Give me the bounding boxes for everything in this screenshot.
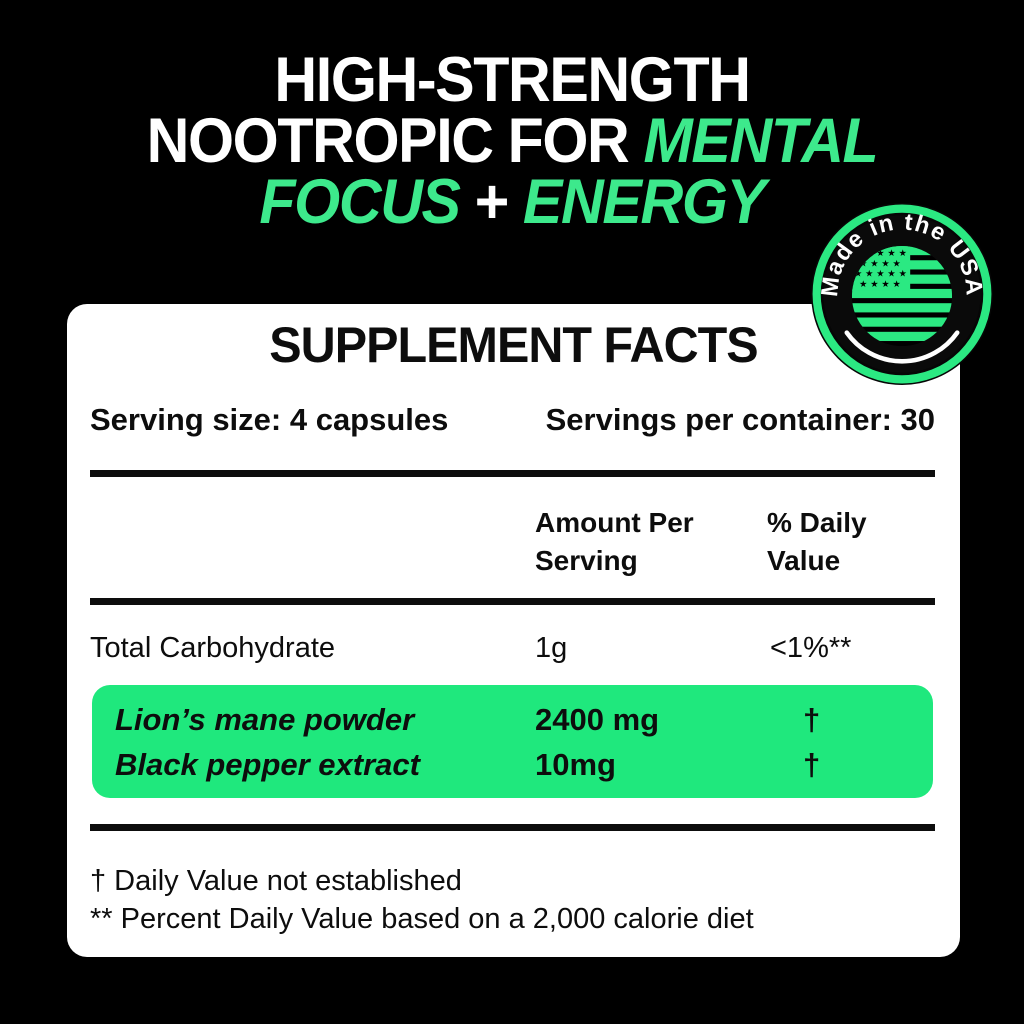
ingredient-daily-value: † xyxy=(803,747,821,782)
panel-title: SUPPLEMENT FACTS xyxy=(269,317,758,373)
badge-green-ring xyxy=(812,204,992,384)
divider-top xyxy=(90,470,935,477)
made-in-usa-badge-svg: ★ ★ ★ ★ ★ ★ ★ ★ ★ ★ ★ ★ ★ ★ ★ ★ ★ ★ Made… xyxy=(811,203,993,385)
highlight-box xyxy=(92,685,933,798)
headline-nootropic-for: NOOTROPIC FOR xyxy=(146,106,630,176)
ingredient-amount: 10mg xyxy=(535,747,616,782)
headline-high-strength: HIGH-STRENGTH xyxy=(274,45,751,115)
supplement-facts-panel: SUPPLEMENT FACTS Serving size: 4 capsule… xyxy=(67,304,960,957)
svg-text:★ ★ ★ ★ ★: ★ ★ ★ ★ ★ xyxy=(854,269,907,280)
headline-focus: FOCUS xyxy=(259,167,461,237)
made-in-usa-badge: ★ ★ ★ ★ ★ ★ ★ ★ ★ ★ ★ ★ ★ ★ ★ ★ ★ ★ Made… xyxy=(810,202,994,386)
ingredient-name: Black pepper extract xyxy=(115,747,420,782)
footnote-dagger: † Daily Value not established xyxy=(90,865,462,897)
table-row-total-carbohydrate: Total Carbohydrate 1g <1%** xyxy=(67,632,960,674)
column-header-amount-line1: Amount Per xyxy=(535,507,694,538)
headline-line-1: HIGH-STRENGTH xyxy=(31,49,994,112)
column-header-dv-line2: Value xyxy=(767,545,841,576)
footnotes: † Daily Value not established ** Percent… xyxy=(90,862,754,938)
headline: HIGH-STRENGTH NOOTROPIC FOR MENTAL FOCUS… xyxy=(31,49,994,234)
svg-text:★ ★ ★ ★ ★: ★ ★ ★ ★ ★ xyxy=(854,248,907,259)
servings-per-container: Servings per container: 30 xyxy=(545,402,935,437)
divider-header xyxy=(90,598,935,605)
headline-plus-sign: + xyxy=(474,167,510,237)
ingredient-amount: 1g xyxy=(535,632,568,664)
table-row-lions-mane: Lion’s mane powder 2400 mg † xyxy=(67,702,960,744)
badge-bottom-arc xyxy=(844,330,960,364)
headline-line-2: NOOTROPIC FOR MENTAL xyxy=(31,110,994,173)
headline-mental: MENTAL xyxy=(643,106,878,176)
table-row-black-pepper: Black pepper extract 10mg † xyxy=(67,747,960,789)
headline-energy: ENERGY xyxy=(522,167,766,237)
column-header-amount-line2: Serving xyxy=(535,545,638,576)
ingredient-name: Lion’s mane powder xyxy=(115,702,415,737)
svg-text:★ ★ ★ ★: ★ ★ ★ ★ xyxy=(859,258,901,269)
usa-flag-icon: ★ ★ ★ ★ ★ ★ ★ ★ ★ ★ ★ ★ ★ ★ ★ ★ ★ ★ xyxy=(851,245,953,347)
column-header-amount: Amount Per Serving xyxy=(535,504,694,580)
serving-size: Serving size: 4 capsules xyxy=(90,402,449,437)
flag-stars: ★ ★ ★ ★ ★ ★ ★ ★ ★ ★ ★ ★ ★ ★ ★ ★ ★ ★ xyxy=(854,248,907,290)
ingredient-daily-value: <1%** xyxy=(770,632,852,664)
serving-info-row: Serving size: 4 capsules Servings per co… xyxy=(90,402,935,442)
column-header-dv-line1: % Daily xyxy=(767,507,867,538)
headline-line-3: FOCUS + ENERGY xyxy=(31,171,994,234)
ingredient-amount: 2400 mg xyxy=(535,702,660,737)
divider-bottom xyxy=(90,824,935,831)
ingredient-name: Total Carbohydrate xyxy=(90,632,336,664)
ingredient-daily-value: † xyxy=(803,702,821,737)
footnote-percent-dv: ** Percent Daily Value based on a 2,000 … xyxy=(90,903,754,935)
svg-text:★ ★ ★ ★: ★ ★ ★ ★ xyxy=(859,279,901,290)
column-header-daily-value: % Daily Value xyxy=(767,504,867,580)
